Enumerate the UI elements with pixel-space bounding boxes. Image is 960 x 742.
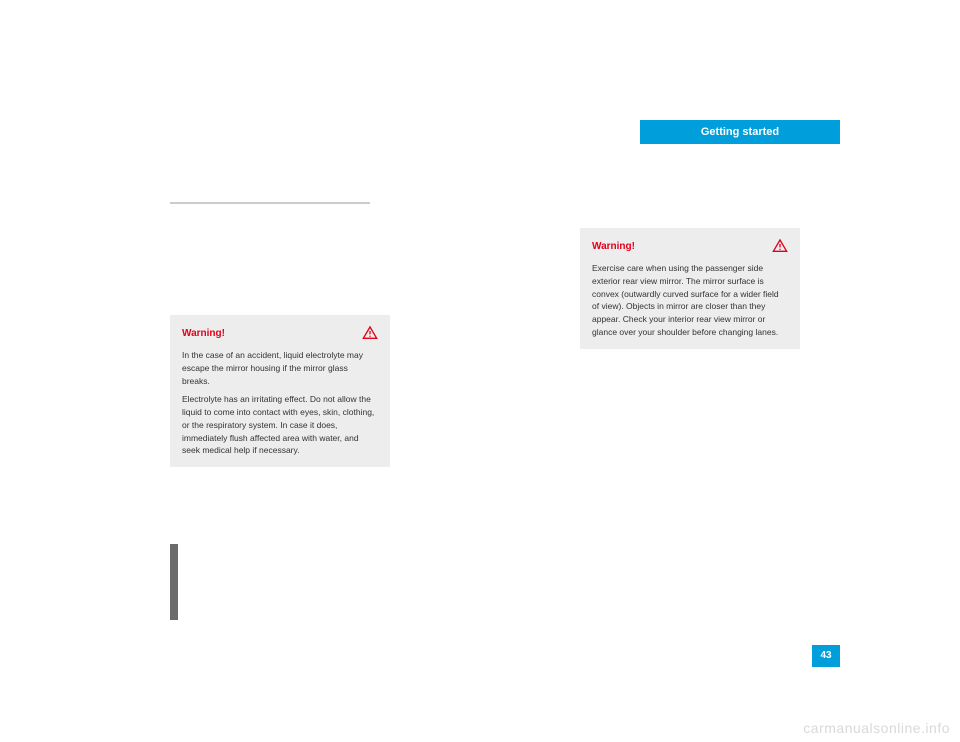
note-sidebar [170, 544, 178, 620]
section-title: Getting started [701, 126, 779, 138]
warning-triangle-icon [772, 238, 788, 254]
warning-title: Warning! [592, 241, 635, 252]
warning-paragraph: Exercise care when using the passenger s… [592, 262, 788, 339]
warning-paragraph: In the case of an accident, liquid elect… [182, 349, 378, 387]
warning-header: Warning! [592, 238, 788, 254]
warning-box-mirror: Warning! Exercise care when using the pa… [580, 228, 800, 349]
warning-box-electrolyte: Warning! In the case of an accident, liq… [170, 315, 390, 467]
watermark: carmanualsonline.info [803, 720, 950, 736]
section-header: Getting started [640, 120, 840, 144]
manual-page: Getting started Warning! In the case of … [120, 120, 840, 680]
warning-body: In the case of an accident, liquid elect… [182, 349, 378, 457]
column-divider [170, 202, 370, 204]
warning-body: Exercise care when using the passenger s… [592, 262, 788, 339]
warning-title: Warning! [182, 328, 225, 339]
warning-header: Warning! [182, 325, 378, 341]
page-number: 43 [812, 645, 840, 667]
page-number-value: 43 [820, 650, 831, 661]
warning-triangle-icon [362, 325, 378, 341]
warning-paragraph: Electrolyte has an irritating effect. Do… [182, 393, 378, 457]
